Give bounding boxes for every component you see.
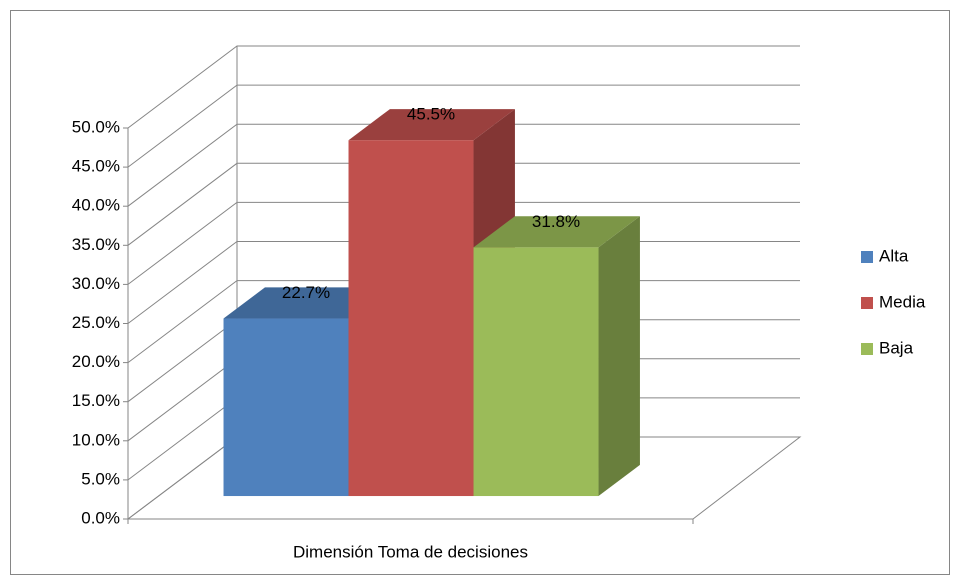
bar	[348, 140, 474, 497]
y-tick-label: 25.0%	[72, 313, 120, 332]
data-label: 31.8%	[532, 212, 580, 231]
bar-top	[473, 216, 640, 248]
legend-swatch	[861, 251, 873, 263]
x-tick-label: Dimensión Toma de decisiones	[293, 542, 528, 561]
legend-label: Baja	[879, 338, 914, 357]
y-tick-label: 15.0%	[72, 391, 120, 410]
legend-swatch	[861, 297, 873, 309]
y-tick-label: 30.0%	[72, 274, 120, 293]
bar	[473, 247, 599, 497]
y-tick-label: 40.0%	[72, 196, 120, 215]
bar-side	[598, 216, 640, 497]
y-tick-label: 45.0%	[72, 157, 120, 176]
data-label: 22.7%	[282, 283, 330, 302]
legend-swatch	[861, 343, 873, 355]
y-tick-label: 50.0%	[72, 117, 120, 136]
bar-top	[223, 287, 390, 319]
legend-label: Alta	[879, 246, 909, 265]
y-tick-label: 10.0%	[72, 430, 120, 449]
y-tick-label: 35.0%	[72, 235, 120, 254]
y-tick-label: 5.0%	[81, 469, 120, 488]
data-label: 45.5%	[407, 105, 455, 124]
y-tick-label: 20.0%	[72, 352, 120, 371]
bar-top	[348, 109, 515, 141]
bar	[223, 318, 349, 497]
y-tick-label: 0.0%	[81, 508, 120, 527]
legend-label: Media	[879, 292, 926, 311]
